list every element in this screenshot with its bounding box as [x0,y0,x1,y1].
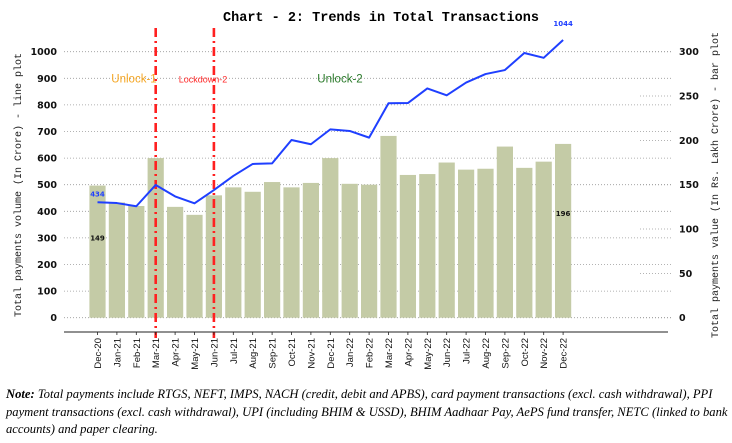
y-left-tick-label: 0 [50,313,57,324]
y-left-tick-label: 200 [37,260,57,271]
y-left-tick-label: 800 [37,100,57,111]
x-tick-label: Aug-22 [481,338,492,369]
axes: 0 100 200 300 400 500 600 700 800 900 1000 0 50 100 15… [31,47,700,369]
x-tick-label: Feb-21 [132,338,143,368]
chart: Chart - 2: Trends in Total Transactions … [13,11,722,370]
x-tick-label: Mar-22 [384,338,395,368]
y-left-tick-label: 1000 [31,47,58,58]
y-left-tick-label: 700 [37,127,57,138]
x-tick-label: Oct-21 [287,338,298,367]
y-left-tick-label: 100 [37,287,57,298]
data-labels: 434 149 1044 196 [90,20,573,243]
bar-Feb-22 [361,184,378,318]
bar-Sep-22 [496,146,513,318]
chart-title: Chart - 2: Trends in Total Transactions [223,11,539,26]
x-tick-label: Nov-22 [539,338,550,369]
x-tick-label: Aug-21 [248,338,259,369]
data-label: 149 [90,235,105,243]
phase-label-unlock-2: Unlock-2 [317,73,362,85]
y-left-tick-label: 300 [37,233,57,244]
x-tick-label: Jul-22 [462,338,473,364]
bar-Jan-21 [108,202,125,318]
x-tick-label: Oct-22 [520,338,531,367]
y-right-tick-label: 150 [679,180,699,191]
bar-Apr-22 [399,174,416,318]
y-right-tick-label: 200 [679,136,699,147]
bar-Feb-21 [128,205,145,318]
bar-Dec-20 [89,185,106,318]
x-tick-label: Nov-21 [306,338,317,369]
bar-Aug-21 [244,191,261,318]
y-right-tick-label: 300 [679,47,699,58]
bar-Apr-21 [167,206,184,318]
bar-Mar-22 [380,135,397,318]
x-tick-label: Sep-21 [268,338,279,369]
data-label: 1044 [553,20,573,28]
y-right-tick-label: 100 [679,225,699,236]
y-right-tick-label: 0 [679,313,686,324]
x-tick-label: May-21 [190,338,201,370]
bar-Jan-22 [341,183,358,318]
bar-Aug-22 [477,168,494,318]
x-tick-label: Dec-20 [93,338,104,369]
phase-dividers [154,28,216,338]
phase-label-lockdown-2: Lockdown-2 [179,74,228,84]
x-tick-label: May-22 [423,338,434,370]
data-label: 434 [90,190,105,198]
bar-Jul-22 [458,169,475,318]
x-tick-label: Apr-22 [403,338,414,367]
x-tick-label: Dec-22 [559,338,570,369]
x-tick-label: Sep-22 [500,338,511,369]
bar-Oct-22 [516,167,533,318]
footnote-label: Note: [6,387,35,401]
data-label: 196 [556,210,571,218]
x-tick-label: Dec-21 [326,338,337,369]
bar-Jul-21 [225,187,242,318]
bar-May-22 [419,174,436,318]
bar-Jun-22 [438,162,455,318]
y-axis-left-title: Total payments volume (In Crore) - line … [13,53,25,317]
x-tick-label: Feb-22 [365,338,376,368]
phase-annotations: Unlock-1 Lockdown-2 Unlock-2 [111,73,362,85]
x-tick-label: Jul-21 [229,338,240,364]
y-left-tick-label: 900 [37,74,57,85]
footnote-text: Total payments include RTGS, NEFT, IMPS,… [6,387,728,436]
footnote: Note: Total payments include RTGS, NEFT,… [6,386,728,439]
x-tick-label: Jan-21 [112,338,123,367]
bar-Nov-22 [535,161,552,318]
bar-Nov-21 [302,182,319,318]
x-tick-label: Apr-21 [171,338,182,367]
y-left-tick-label: 600 [37,154,57,165]
bar-Oct-21 [283,187,300,318]
y-right-tick-label: 50 [679,269,693,280]
x-tick-label: Jan-22 [345,338,356,367]
bar-Dec-22 [555,143,572,318]
phase-label-unlock-1: Unlock-1 [111,73,156,85]
x-tick-label: Mar-21 [151,338,162,368]
bar-Dec-21 [322,158,339,318]
bar-May-21 [186,214,203,318]
y-axis-right-title: Total payments value (In Rs. Lakh Crore)… [710,32,722,338]
line-series [97,39,564,208]
y-right-tick-label: 250 [679,92,699,103]
y-left-tick-label: 400 [37,207,57,218]
bar-series [89,135,572,318]
bar-Sep-21 [264,182,281,318]
x-tick-label: Jun-22 [442,338,453,367]
x-tick-label: Jun-21 [209,338,220,367]
y-left-tick-label: 500 [37,180,57,191]
